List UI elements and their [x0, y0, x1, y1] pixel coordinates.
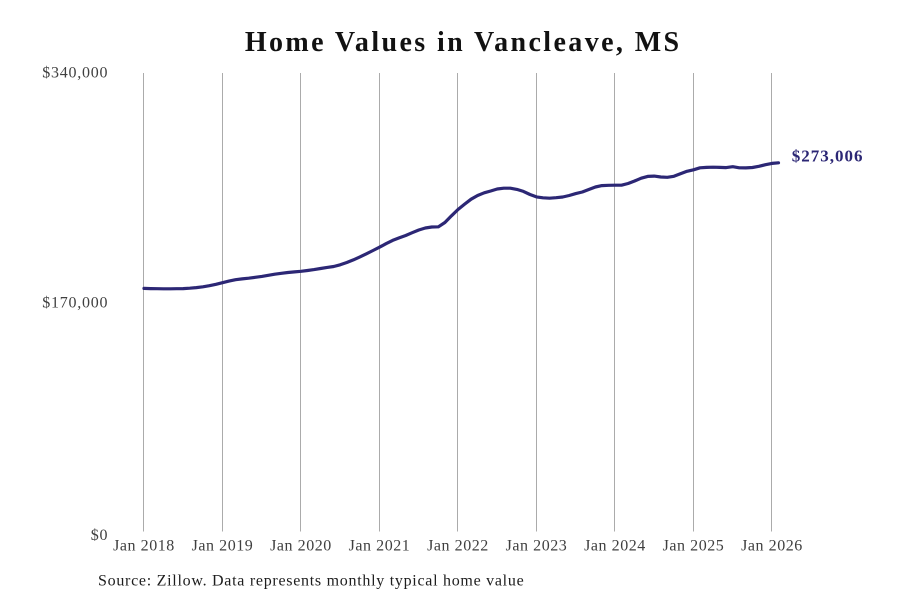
svg-text:$0: $0 [91, 527, 109, 544]
svg-text:$170,000: $170,000 [42, 295, 108, 312]
svg-text:Jan 2019: Jan 2019 [192, 537, 254, 554]
svg-text:Jan 2022: Jan 2022 [427, 537, 489, 554]
svg-text:$273,006: $273,006 [792, 147, 864, 166]
svg-text:Jan 2025: Jan 2025 [663, 537, 725, 554]
svg-text:Jan 2024: Jan 2024 [584, 537, 646, 554]
svg-text:Jan 2023: Jan 2023 [506, 537, 568, 554]
svg-text:Source: Zillow. Data represent: Source: Zillow. Data represents monthly … [98, 573, 524, 590]
svg-text:Jan 2021: Jan 2021 [349, 537, 411, 554]
svg-text:$340,000: $340,000 [42, 65, 108, 82]
svg-text:Jan 2026: Jan 2026 [741, 537, 803, 554]
svg-text:Jan 2020: Jan 2020 [270, 537, 332, 554]
svg-text:Home Values in Vancleave, MS: Home Values in Vancleave, MS [245, 27, 682, 58]
svg-text:Jan 2018: Jan 2018 [113, 537, 175, 554]
